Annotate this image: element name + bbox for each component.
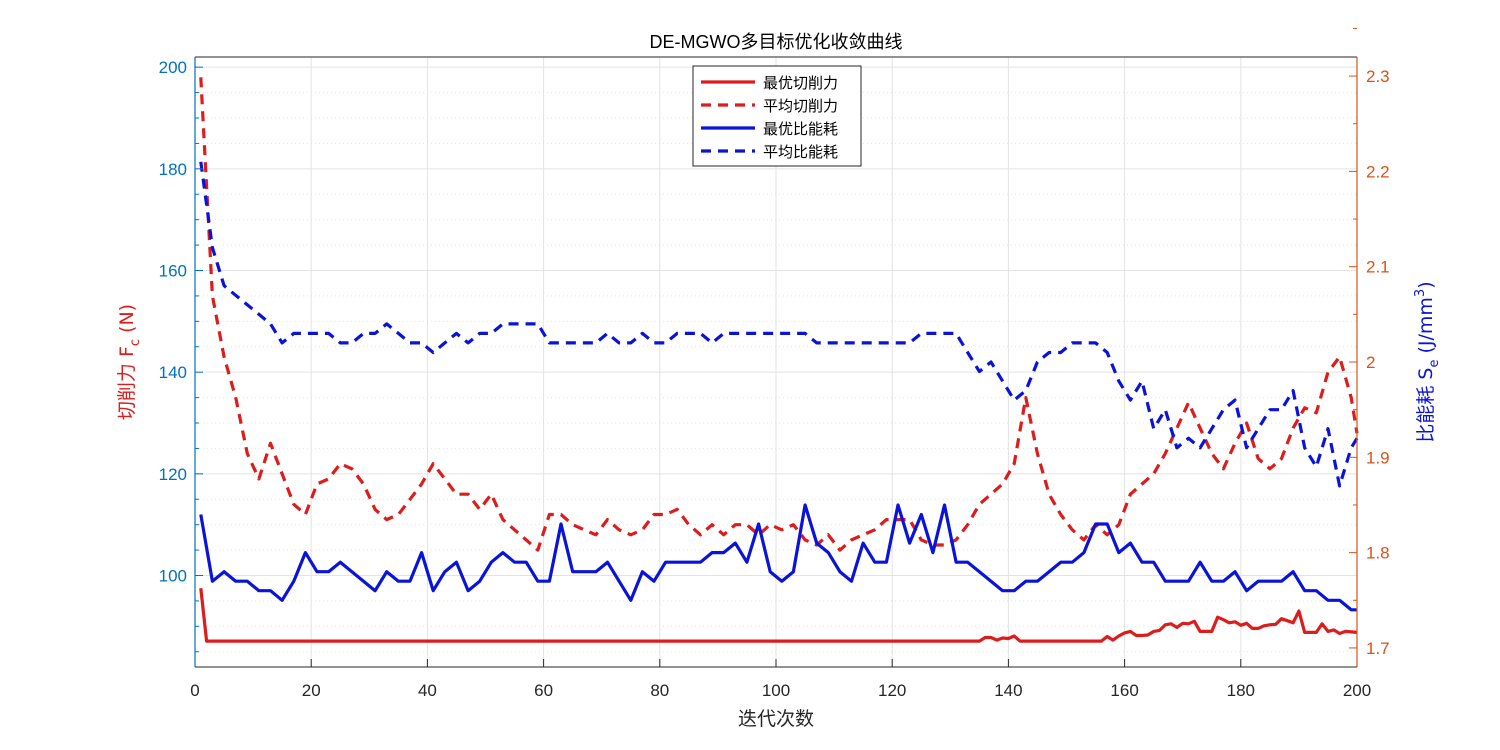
grid	[195, 57, 1357, 667]
series-layer	[199, 77, 1359, 643]
y-right-label-sub: e	[1427, 360, 1442, 368]
series-line-1	[199, 588, 1358, 643]
x-tick-label: 140	[994, 681, 1022, 700]
x-tick-label: 40	[418, 681, 437, 700]
y-right-label-close: )	[1415, 281, 1437, 288]
y-right-tick-label: 1.9	[1366, 448, 1390, 467]
y-left-label-main: 切削力 F	[116, 346, 138, 420]
y-right-tick-label: 2.3	[1366, 67, 1390, 86]
y-right-label-unit: (J/mm	[1415, 297, 1437, 359]
legend-label: 平均比能耗	[763, 143, 838, 161]
y-left-tick-label: 200	[159, 58, 187, 77]
x-axis-label: 迭代次数	[738, 708, 814, 730]
y-axis-left-label: 切削力 Fc (N)	[116, 304, 143, 420]
x-tick-label: 200	[1343, 681, 1371, 700]
y-left-label-sub: c	[128, 339, 143, 346]
series-line-4	[199, 161, 1359, 488]
y-left-tick-label: 120	[159, 465, 187, 484]
x-tick-label: 160	[1110, 681, 1138, 700]
series-line-2	[199, 77, 1359, 552]
chart-title: DE-MGWO多目标优化收敛曲线	[650, 32, 903, 52]
x-tick-label: 20	[302, 681, 321, 700]
x-tick-label: 0	[190, 681, 199, 700]
legend-label: 最优比能耗	[763, 120, 838, 138]
y-right-tick-label: 1.8	[1366, 544, 1390, 563]
axes: 0 20 40 60 80 100 120 140 160 180 200 100 120 140 160 1…	[159, 27, 1390, 700]
y-left-label-unit: (N)	[116, 304, 138, 339]
x-tick-label: 180	[1227, 681, 1255, 700]
y-left-tick-label: 160	[159, 262, 187, 281]
y-right-label-main: 比能耗 S	[1415, 368, 1437, 443]
y-left-tick-label: 140	[159, 363, 187, 382]
y-left-tick-label: 180	[159, 160, 187, 179]
x-tick-label: 120	[878, 681, 906, 700]
legend-label: 最优切削力	[763, 74, 838, 92]
y-left-tick-label: 100	[159, 567, 187, 586]
y-right-tick-label: 1.7	[1366, 639, 1390, 658]
legend-label: 平均切削力	[763, 97, 838, 115]
series-line-3	[199, 503, 1357, 612]
y-right-tick-label: 2	[1366, 353, 1375, 372]
y-right-label-sup: 3	[1413, 289, 1428, 297]
y-right-tick-label: 2.1	[1366, 258, 1390, 277]
x-tick-label: 80	[650, 681, 669, 700]
x-tick-label: 60	[534, 681, 553, 700]
y-axis-right-label: 比能耗 Se (J/mm3)	[1413, 281, 1442, 442]
y-right-tick-label: 2.2	[1366, 162, 1390, 181]
x-tick-label: 100	[762, 681, 790, 700]
